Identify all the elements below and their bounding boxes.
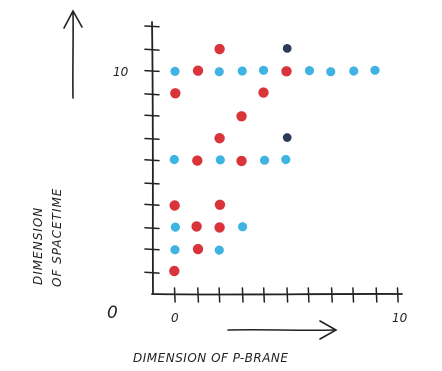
x-axis-label: DIMENSION OF P-BRANE bbox=[133, 351, 289, 365]
y-arrow-icon bbox=[63, 9, 83, 99]
data-point-red bbox=[236, 155, 247, 167]
data-point-red bbox=[169, 265, 180, 277]
data-point-blue bbox=[258, 65, 269, 75]
data-points bbox=[169, 43, 380, 277]
data-point-blue bbox=[281, 154, 291, 165]
data-point-red bbox=[192, 243, 204, 255]
data-point-red bbox=[192, 65, 204, 76]
x-arrow-icon bbox=[227, 320, 338, 340]
y-tick bbox=[144, 137, 160, 141]
x-tick-label: 0 bbox=[171, 311, 179, 325]
y-axis-label-line2: OF SPACETIME bbox=[50, 188, 64, 287]
y-tick bbox=[144, 159, 160, 162]
data-point-blue bbox=[170, 222, 180, 232]
y-tick bbox=[144, 69, 160, 73]
x-tick bbox=[197, 287, 200, 303]
data-point-red bbox=[214, 222, 225, 233]
x-tick bbox=[352, 287, 355, 303]
data-point-blue bbox=[349, 66, 359, 76]
x-axis-ticks bbox=[173, 287, 399, 303]
data-point-blue bbox=[215, 155, 225, 165]
y-tick bbox=[144, 182, 160, 185]
data-point-blue bbox=[170, 66, 180, 76]
data-point-blue bbox=[326, 67, 336, 77]
tick-labels: 0 10 10 bbox=[113, 65, 408, 325]
y-axis-ticks bbox=[144, 25, 160, 274]
y-tick-label: 10 bbox=[113, 65, 129, 79]
x-axis-line bbox=[151, 293, 403, 296]
data-point-red bbox=[214, 133, 225, 144]
origin-label: 0 bbox=[107, 303, 118, 323]
y-tick bbox=[144, 48, 160, 51]
data-point-blue bbox=[237, 66, 247, 76]
data-point-blue bbox=[214, 245, 224, 255]
y-tick bbox=[144, 248, 160, 251]
x-tick-label: 10 bbox=[392, 311, 408, 325]
y-tick bbox=[144, 226, 160, 230]
data-point-red bbox=[170, 88, 181, 99]
x-tick bbox=[307, 287, 310, 303]
data-point-red bbox=[236, 111, 247, 122]
y-tick bbox=[144, 271, 160, 274]
y-axis-line bbox=[151, 21, 154, 295]
data-point-blue bbox=[214, 67, 224, 77]
y-tick bbox=[144, 25, 160, 28]
axes bbox=[151, 21, 403, 296]
data-point-blue bbox=[170, 245, 180, 255]
x-tick bbox=[286, 287, 289, 303]
x-tick bbox=[396, 287, 399, 303]
data-point-red bbox=[214, 43, 225, 55]
x-tick bbox=[173, 287, 176, 303]
data-point-blue bbox=[259, 155, 270, 165]
y-tick bbox=[144, 93, 160, 96]
data-point-dark bbox=[282, 43, 292, 53]
x-tick bbox=[262, 287, 266, 303]
y-axis-label-line1: DIMENSION bbox=[31, 207, 45, 285]
data-point-blue bbox=[370, 65, 380, 75]
data-point-blue bbox=[304, 66, 315, 76]
x-tick bbox=[330, 287, 333, 303]
data-point-red bbox=[169, 200, 180, 211]
y-tick bbox=[144, 203, 160, 206]
data-point-blue bbox=[169, 154, 179, 165]
data-point-red bbox=[214, 199, 226, 210]
data-point-blue bbox=[238, 222, 248, 232]
data-point-red bbox=[192, 155, 203, 166]
x-tick bbox=[375, 287, 378, 303]
x-tick bbox=[241, 287, 244, 303]
data-point-red bbox=[258, 87, 269, 98]
y-tick bbox=[144, 114, 160, 117]
x-tick bbox=[218, 287, 221, 303]
data-point-red bbox=[281, 66, 292, 77]
data-point-dark bbox=[282, 133, 292, 142]
data-point-red bbox=[191, 221, 202, 232]
